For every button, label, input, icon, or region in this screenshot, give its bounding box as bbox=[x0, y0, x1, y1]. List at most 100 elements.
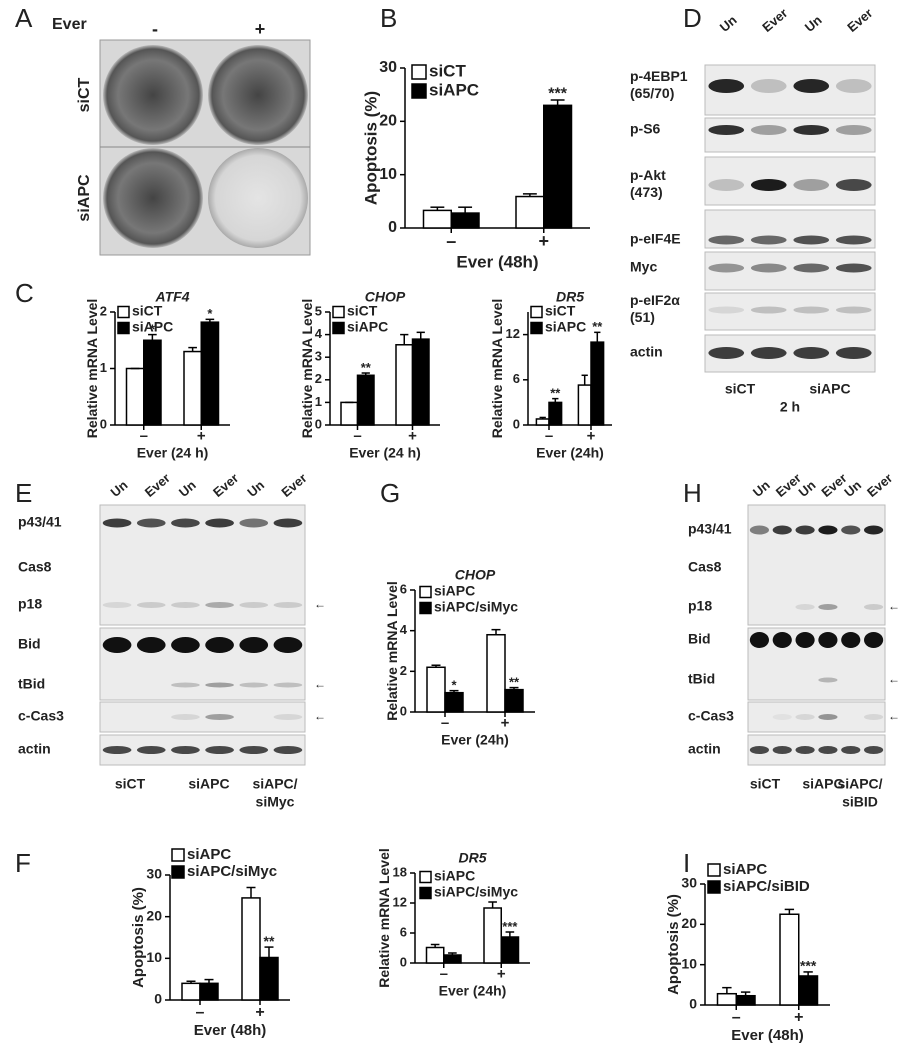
significance: * bbox=[451, 678, 457, 693]
band bbox=[136, 637, 166, 653]
band bbox=[273, 518, 303, 528]
lane-label: Ever bbox=[759, 5, 790, 35]
x-tick-label: – bbox=[353, 428, 361, 445]
y-tick-label: 6 bbox=[400, 924, 407, 939]
y-tick-label: 18 bbox=[393, 864, 407, 879]
legend-swatch bbox=[419, 585, 432, 599]
bar bbox=[125, 367, 145, 426]
chart-title: ATF4 bbox=[155, 289, 190, 305]
x-tick-label: + bbox=[587, 428, 596, 445]
bar bbox=[798, 975, 819, 1006]
western-blot: ← ← ← bbox=[99, 504, 326, 766]
band bbox=[749, 746, 770, 754]
band bbox=[835, 347, 872, 359]
row-label: p-Akt bbox=[630, 167, 666, 183]
western-blot bbox=[704, 64, 876, 373]
blot-strip bbox=[747, 734, 886, 766]
legend-label: siCT bbox=[545, 303, 576, 319]
row-label: siCT bbox=[76, 77, 93, 112]
blot-strip bbox=[99, 504, 306, 626]
y-tick-label: 20 bbox=[379, 113, 397, 130]
significance: *** bbox=[548, 86, 567, 103]
y-tick-label: 10 bbox=[379, 166, 397, 183]
band bbox=[841, 632, 861, 648]
legend-label: siCT bbox=[132, 303, 163, 319]
x-tick-label: – bbox=[732, 1009, 741, 1026]
significance: ** bbox=[264, 933, 275, 949]
band bbox=[793, 347, 830, 359]
band bbox=[772, 746, 792, 754]
row-label: p18 bbox=[688, 598, 712, 614]
row-label: c-Cas3 bbox=[688, 708, 734, 724]
band bbox=[795, 525, 815, 535]
group-label: siAPC bbox=[802, 776, 843, 792]
chart-title: DR5 bbox=[458, 850, 486, 866]
y-tick-label: 0 bbox=[388, 219, 397, 236]
band bbox=[863, 746, 884, 754]
row-label: (473) bbox=[630, 184, 663, 200]
band bbox=[205, 714, 234, 720]
band bbox=[793, 179, 830, 191]
legend-label: siAPC bbox=[723, 861, 767, 878]
row-label: (51) bbox=[630, 309, 655, 325]
legend-swatch bbox=[171, 848, 185, 862]
bar bbox=[486, 633, 506, 713]
y-tick-label: 10 bbox=[146, 949, 162, 965]
y-tick-label: 0 bbox=[513, 416, 520, 431]
band bbox=[205, 602, 234, 608]
bar bbox=[444, 691, 464, 713]
bar bbox=[199, 982, 219, 1001]
band bbox=[239, 602, 269, 608]
lane-label: Ever bbox=[864, 470, 895, 500]
legend-label: siCT bbox=[429, 61, 466, 80]
y-tick-label: 0 bbox=[100, 416, 107, 431]
row-label: Cas8 bbox=[18, 559, 52, 575]
bar-chart: 0 1 2 3 4 5 – ** +Ever (24 h) Relative mRNA Level… bbox=[299, 289, 440, 460]
y-axis-label: Apoptosis (%) bbox=[665, 894, 682, 995]
y-tick-label: 6 bbox=[513, 371, 520, 386]
bar bbox=[241, 897, 261, 1001]
legend-label: siAPC bbox=[132, 319, 173, 335]
row-label: tBid bbox=[688, 671, 715, 687]
band bbox=[171, 602, 200, 608]
row-label: c-Cas3 bbox=[18, 708, 64, 724]
lane-label: Ever bbox=[278, 470, 309, 500]
x-axis-label: Ever (48h) bbox=[194, 1022, 267, 1039]
band bbox=[273, 682, 303, 688]
band bbox=[239, 746, 269, 754]
band bbox=[750, 235, 787, 245]
y-tick-label: 5 bbox=[315, 303, 322, 318]
x-tick-label: – bbox=[140, 428, 148, 445]
y-tick-label: 0 bbox=[689, 996, 697, 1012]
bar bbox=[259, 956, 279, 1001]
time-label: 2 h bbox=[780, 399, 800, 415]
significance: ** bbox=[509, 674, 520, 689]
y-tick-label: 20 bbox=[146, 907, 162, 923]
significance: *** bbox=[502, 919, 518, 934]
row-label: actin bbox=[688, 741, 721, 757]
lane-label: Un bbox=[717, 12, 740, 35]
bar bbox=[422, 209, 452, 229]
legend-swatch bbox=[419, 870, 432, 884]
legend-swatch bbox=[707, 863, 721, 877]
band bbox=[750, 263, 787, 273]
band bbox=[750, 306, 787, 314]
x-tick-label: – bbox=[545, 428, 553, 445]
band bbox=[750, 125, 787, 135]
row-label: actin bbox=[630, 344, 663, 360]
band bbox=[171, 714, 200, 720]
legend-swatch bbox=[530, 305, 543, 319]
row-label: p43/41 bbox=[18, 514, 62, 530]
blot-strip bbox=[99, 734, 306, 766]
legend-label: siAPC/siMyc bbox=[434, 884, 518, 900]
legend-swatch bbox=[707, 880, 721, 894]
row-label: p-eIF4E bbox=[630, 231, 681, 247]
lane-label: Ever bbox=[210, 470, 241, 500]
band bbox=[750, 179, 787, 191]
row-label: siAPC bbox=[76, 174, 93, 222]
bar-chart: 0 6 12 18 – + *** Ever (24h) Relative mRNA Level… bbox=[376, 848, 530, 998]
bar bbox=[779, 913, 800, 1006]
band bbox=[708, 347, 745, 359]
legend-swatch bbox=[411, 64, 427, 80]
significance: *** bbox=[800, 958, 817, 974]
